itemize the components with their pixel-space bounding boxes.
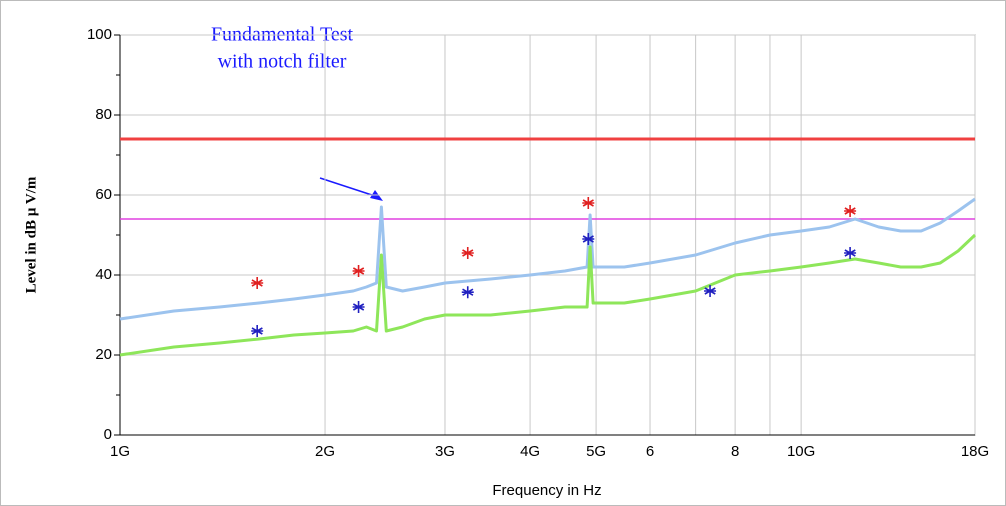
y-tick-label: 0 — [104, 426, 112, 443]
x-tick-label: 1G — [110, 443, 130, 460]
y-tick-label: 40 — [95, 266, 112, 283]
y-tick-label: 20 — [95, 346, 112, 363]
final-marker — [352, 265, 365, 277]
final-marker — [704, 285, 717, 297]
final-marker — [251, 277, 264, 289]
y-tick-label: 60 — [95, 186, 112, 203]
x-tick-label: 8 — [731, 443, 739, 460]
x-axis-label: Frequency in Hz — [492, 482, 601, 499]
trace — [119, 233, 977, 357]
x-tick-label: 4G — [520, 443, 540, 460]
final-marker — [582, 233, 595, 245]
final-marker — [844, 205, 857, 217]
x-tick-label: 10G — [787, 443, 815, 460]
annotation: with notch filter — [218, 51, 347, 73]
final-marker — [844, 247, 857, 259]
y-tick-label: 80 — [95, 106, 112, 123]
annotation-arrow — [319, 177, 379, 198]
x-tick-label: 2G — [315, 443, 335, 460]
x-tick-label: 18G — [961, 443, 989, 460]
y-axis-label: Level in dB µ V/m — [23, 176, 39, 293]
x-tick-label: 6 — [646, 443, 654, 460]
y-tick-label: 100 — [87, 26, 112, 43]
final-marker — [461, 286, 474, 299]
x-tick-label: 5G — [586, 443, 606, 460]
trace — [119, 197, 976, 321]
final-marker — [461, 247, 474, 259]
final-marker — [582, 197, 595, 209]
x-tick-label: 3G — [435, 443, 455, 460]
final-marker — [352, 301, 365, 313]
final-marker — [251, 325, 264, 337]
